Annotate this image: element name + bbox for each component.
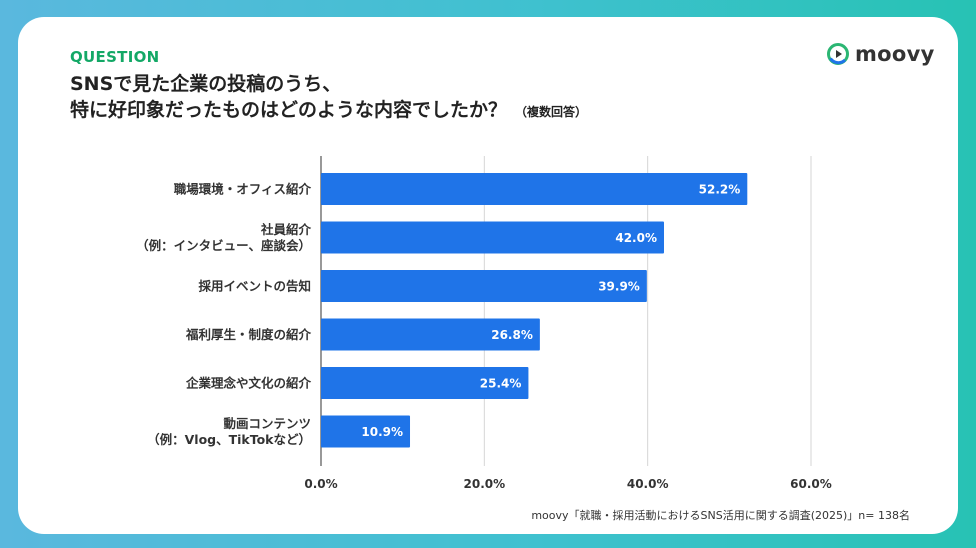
title-line-1: SNSで見た企業の投稿のうち、 — [70, 73, 342, 95]
title-line-2: 特に好印象だったものはどのような内容でしたか？ （複数回答） — [70, 97, 587, 125]
category-label: （例：インタビュー、座談会） — [136, 238, 311, 253]
title-note: （複数回答） — [515, 105, 588, 119]
content-card: QUESTION SNSで見た企業の投稿のうち、 特に好印象だったものはどのよう… — [18, 17, 958, 534]
tick-label: 60.0% — [790, 477, 832, 491]
data-label: 10.9% — [361, 425, 403, 439]
tick-label: 40.0% — [627, 477, 669, 491]
bar — [321, 173, 748, 205]
title-line-2-text: 特に好印象だったものはどのような内容でしたか？ — [70, 99, 508, 121]
play-circle-icon — [827, 43, 849, 65]
data-label: 26.8% — [491, 328, 533, 342]
category-label: 社員紹介 — [260, 222, 312, 237]
category-label: 採用イベントの告知 — [198, 279, 311, 294]
bar — [321, 415, 411, 448]
logo-text: moovy — [855, 42, 935, 66]
category-label: 企業理念や文化の紹介 — [185, 376, 312, 391]
bar — [321, 270, 647, 302]
source-note: moovy「就職・採用活動におけるSNS活用に関する調査(2025)」n= 13… — [531, 509, 910, 522]
tick-label: 20.0% — [464, 477, 506, 491]
category-label: 福利厚生・制度の紹介 — [185, 327, 312, 342]
question-label: QUESTION — [70, 48, 160, 66]
data-label: 25.4% — [480, 377, 522, 391]
data-label: 39.9% — [598, 280, 640, 294]
data-label: 52.2% — [699, 183, 741, 197]
bar — [321, 221, 664, 254]
bar — [321, 367, 529, 399]
category-label: 職場環境・オフィス紹介 — [174, 182, 312, 197]
category-label: （例：Vlog、TikTokなど） — [147, 432, 311, 447]
tick-label: 0.0% — [304, 477, 337, 491]
category-label: 動画コンテンツ — [223, 416, 311, 431]
moovy-logo: moovy — [826, 40, 935, 68]
bar — [321, 318, 540, 351]
data-label: 42.0% — [615, 231, 657, 245]
page-title: SNSで見た企業の投稿のうち、 特に好印象だったものはどのような内容でしたか？ （… — [70, 71, 587, 125]
